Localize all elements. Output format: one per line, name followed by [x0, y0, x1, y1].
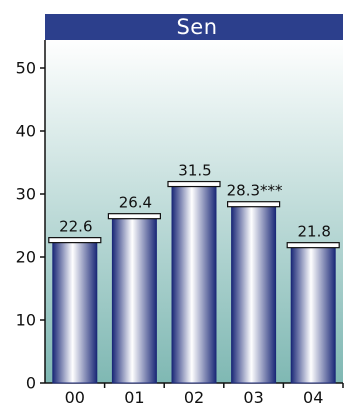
- bar-cap-1: [107, 213, 162, 220]
- bar-cap-4: [286, 242, 340, 249]
- y-tick-label-4: 40: [16, 122, 36, 141]
- chart-title: Sen: [176, 15, 217, 39]
- x-tick-label-2: 02: [184, 388, 204, 407]
- data-label-0: 22.6: [59, 218, 92, 236]
- x-tick-label-1: 01: [124, 388, 144, 407]
- x-tick-label-4: 04: [303, 388, 323, 407]
- x-axis-labels: 00 01 02 03 04: [65, 383, 344, 407]
- x-tick-label-3: 03: [243, 388, 263, 407]
- y-tick-label-0: 0: [26, 374, 36, 393]
- data-label-2: 31.5: [178, 162, 211, 180]
- y-tick-label-1: 10: [16, 311, 36, 330]
- bars: 22.6 26.4 31.5 28.3*** 21.8: [48, 162, 340, 384]
- title-bar: [45, 14, 343, 40]
- y-tick-label-5: 50: [16, 59, 36, 78]
- bar-cap-2: [167, 180, 221, 188]
- y-axis-ticks: 0 10 20 30 40 50: [16, 59, 45, 393]
- bar-2: [171, 184, 217, 384]
- bar-cap-3: [227, 201, 281, 208]
- y-tick-label-3: 30: [16, 185, 36, 204]
- data-label-3: 28.3***: [227, 182, 283, 200]
- bar-3: [231, 204, 277, 384]
- bar-0: [52, 240, 98, 384]
- y-tick-label-2: 20: [16, 248, 36, 267]
- bar-cap-0: [48, 237, 102, 244]
- data-label-4: 21.8: [297, 223, 330, 241]
- bar-1: [111, 216, 157, 384]
- x-tick-label-0: 00: [65, 388, 85, 407]
- bar-4: [290, 245, 336, 384]
- data-label-1: 26.4: [119, 194, 152, 212]
